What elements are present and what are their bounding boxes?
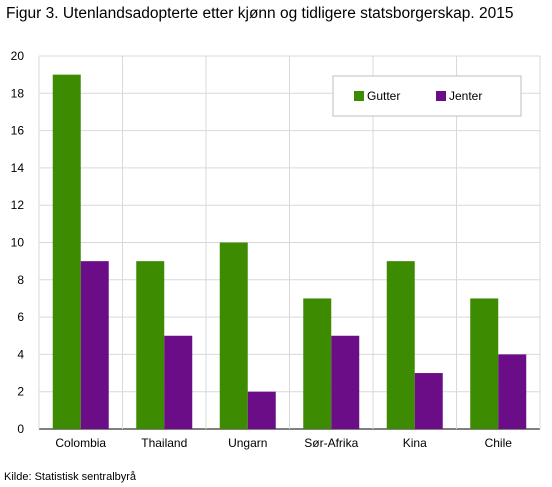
source-note: Kilde: Statistisk sentralbyrå <box>4 471 137 483</box>
bar-gutter-5 <box>470 298 499 429</box>
legend-label-gutter: Gutter <box>367 89 400 103</box>
bar-gutter-0 <box>52 74 81 430</box>
bar-gutter-4 <box>386 261 415 429</box>
bar-gutter-2 <box>219 242 248 429</box>
bar-jenter-4 <box>414 373 443 429</box>
y-tick-label: 6 <box>17 310 24 324</box>
bar-gutter-3 <box>303 298 332 429</box>
x-tick-label: Chile <box>485 436 513 450</box>
x-tick-label: Colombia <box>55 436 106 450</box>
y-tick-label: 12 <box>11 198 25 212</box>
y-tick-label: 10 <box>11 236 25 250</box>
y-tick-label: 4 <box>17 347 24 361</box>
legend-swatch-jenter <box>436 91 446 101</box>
y-axis-ticks: 0 2 4 6 8 10 12 14 16 18 20 <box>11 49 25 436</box>
bar-jenter-0 <box>80 261 109 429</box>
bar-jenter-1 <box>164 335 193 429</box>
y-tick-label: 14 <box>11 161 25 175</box>
legend-label-jenter: Jenter <box>449 89 482 103</box>
x-tick-label: Ungarn <box>228 436 267 450</box>
bar-jenter-2 <box>247 391 276 429</box>
y-tick-label: 2 <box>17 385 24 399</box>
x-tick-label: Thailand <box>141 436 187 450</box>
legend-swatch-gutter <box>354 91 364 101</box>
y-tick-label: 0 <box>17 422 24 436</box>
y-tick-label: 8 <box>17 273 24 287</box>
x-axis-ticks: Colombia Thailand Ungarn Sør-Afrika Kina Chil… <box>55 436 512 450</box>
y-tick-label: 20 <box>11 49 25 63</box>
chart-title: Figur 3. Utenlandsadopterte etter kjønn … <box>6 5 514 22</box>
bar-gutter-1 <box>136 261 165 429</box>
x-tick-label: Sør-Afrika <box>304 436 358 450</box>
y-tick-label: 18 <box>11 86 25 100</box>
legend: Gutter Jenter <box>332 75 522 117</box>
legend-box <box>332 75 522 117</box>
bar-jenter-5 <box>498 354 527 429</box>
y-tick-label: 16 <box>11 124 25 138</box>
bar-jenter-3 <box>331 335 360 429</box>
bars <box>52 74 527 430</box>
grid-lines <box>38 55 541 430</box>
x-tick-label: Kina <box>403 436 427 450</box>
